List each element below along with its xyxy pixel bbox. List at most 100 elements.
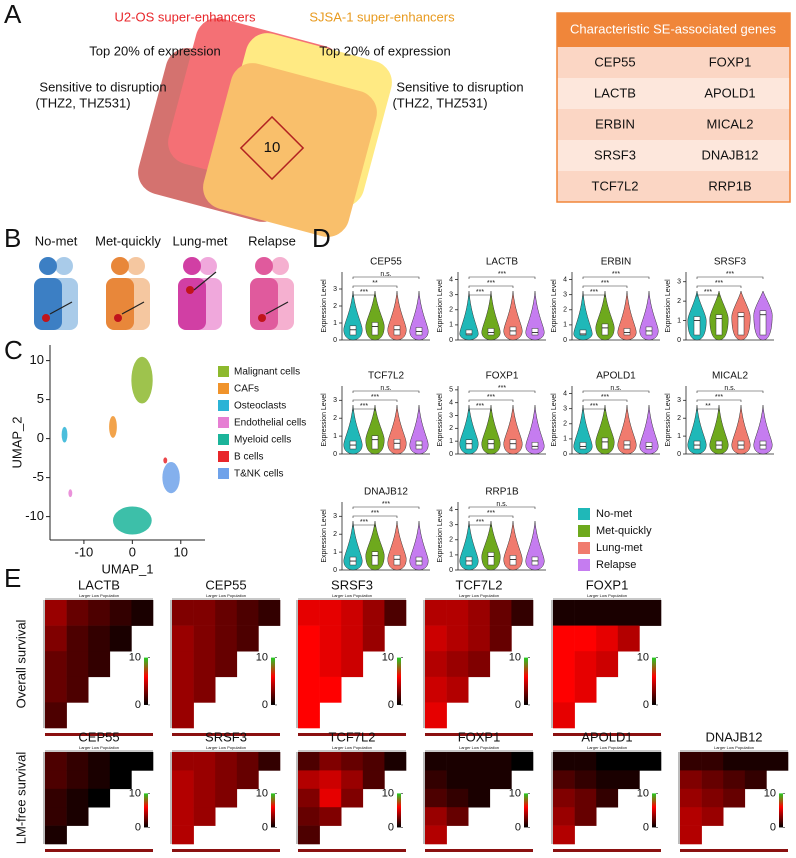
heat-cell [489, 752, 512, 771]
heat-cell [172, 807, 194, 826]
y-tick-label: 3 [333, 513, 337, 520]
heat-cell [553, 825, 575, 845]
y-tick-label: 1 [333, 549, 337, 556]
heat-cell [298, 600, 320, 626]
group-label: No-met [35, 233, 78, 248]
box [393, 325, 401, 336]
heat-cell [88, 651, 111, 678]
colorbar-label: 10 [637, 787, 649, 799]
map-title: CEP55 [78, 729, 119, 744]
sig-label: *** [382, 501, 390, 508]
heat-cell [215, 752, 238, 771]
legend-label: Osteoclasts [234, 401, 286, 412]
sig-bracket [352, 276, 420, 279]
set-label: Top 20% of expression [89, 43, 221, 58]
legend-label: CAFs [234, 384, 259, 395]
legend-label: Endothelial cells [234, 418, 306, 429]
y-axis-label: Expression Level [665, 393, 672, 447]
axis-note: Larger Low Population [587, 593, 627, 598]
sig-bracket [696, 390, 764, 393]
violin [387, 405, 407, 455]
sig-bracket [352, 408, 376, 411]
heat-cell [193, 770, 216, 790]
panel-label: C [4, 335, 23, 365]
sig-bracket [352, 294, 376, 297]
colorbar-label: 0 [262, 821, 268, 833]
heat-cell [425, 702, 447, 729]
heat-cell [639, 752, 662, 771]
heat-cell [425, 788, 447, 808]
sig-label: n.s. [724, 385, 735, 392]
box [465, 329, 473, 336]
box [487, 328, 495, 336]
sig-label: *** [371, 394, 379, 401]
heat-cell [193, 676, 216, 703]
sig-bracket [352, 399, 398, 402]
sig-label: *** [487, 394, 495, 401]
cell-cluster [68, 489, 73, 498]
sig-bracket [582, 285, 628, 288]
panel-label: A [4, 0, 22, 29]
violin [639, 405, 659, 455]
venn [138, 18, 392, 237]
heat-cell [45, 702, 67, 729]
legend-label: Malignant cells [234, 367, 300, 378]
y-tick-label: 0 [449, 451, 453, 458]
heat-cell [66, 807, 89, 826]
group-label: Lung-met [173, 233, 228, 248]
y-tick-label: 2 [677, 415, 681, 422]
violin [753, 405, 773, 455]
bottom-strip [45, 849, 153, 852]
heat-cell [701, 752, 724, 771]
sig-bracket [582, 294, 606, 297]
y-tick-label: 4 [449, 276, 453, 283]
colorbar-label: 0 [643, 821, 649, 833]
map-title: SRSF3 [331, 577, 373, 592]
legend-swatch [578, 559, 590, 571]
heat-cell [172, 625, 194, 652]
map-title: DNAJB12 [705, 729, 762, 744]
heat-cell [109, 770, 132, 790]
heat-cell [596, 625, 619, 652]
y-axis-label: Expression Level [551, 279, 558, 333]
colorbar [397, 657, 401, 705]
sig-label: *** [371, 510, 379, 517]
bottom-strip [425, 849, 533, 852]
legend-swatch [218, 468, 229, 479]
gene-title: SRSF3 [714, 257, 747, 268]
heat-cell [109, 625, 132, 652]
bottom-strip [172, 733, 280, 736]
violin [459, 291, 479, 341]
heat-cell [258, 752, 281, 771]
heat-cell [193, 788, 216, 808]
y-tick-label: 1 [449, 552, 453, 559]
sig-bracket [468, 390, 536, 393]
colorbar-label: 10 [382, 652, 394, 664]
heat-cell [341, 770, 364, 790]
heat-cell [88, 788, 111, 808]
box [465, 439, 473, 450]
colorbar [271, 657, 275, 705]
heat-cell [66, 676, 89, 703]
y-axis-label: UMAP_2 [9, 416, 24, 468]
box [601, 437, 609, 450]
violin [343, 521, 363, 571]
legend-label: Met-quickly [596, 525, 652, 537]
heat-cell [319, 788, 342, 808]
violin [595, 405, 615, 455]
colorbar-label: 0 [643, 699, 649, 711]
axis-note: Larger Low Population [332, 745, 372, 750]
legend-swatch [218, 451, 229, 462]
heat-cell [489, 770, 512, 790]
axis-note: Larger Low Population [79, 745, 119, 750]
y-tick-label: 4 [449, 400, 453, 407]
sig-label: *** [612, 271, 620, 278]
violin [595, 291, 615, 341]
colorbar-label: 10 [509, 787, 521, 799]
y-tick-label: 10 [30, 352, 44, 367]
colorbar-label: 10 [129, 787, 141, 799]
heat-cell [88, 752, 111, 771]
heat-cell [446, 807, 469, 826]
violin [639, 291, 659, 341]
table-title: Characteristic SE-associated genes [570, 21, 776, 36]
